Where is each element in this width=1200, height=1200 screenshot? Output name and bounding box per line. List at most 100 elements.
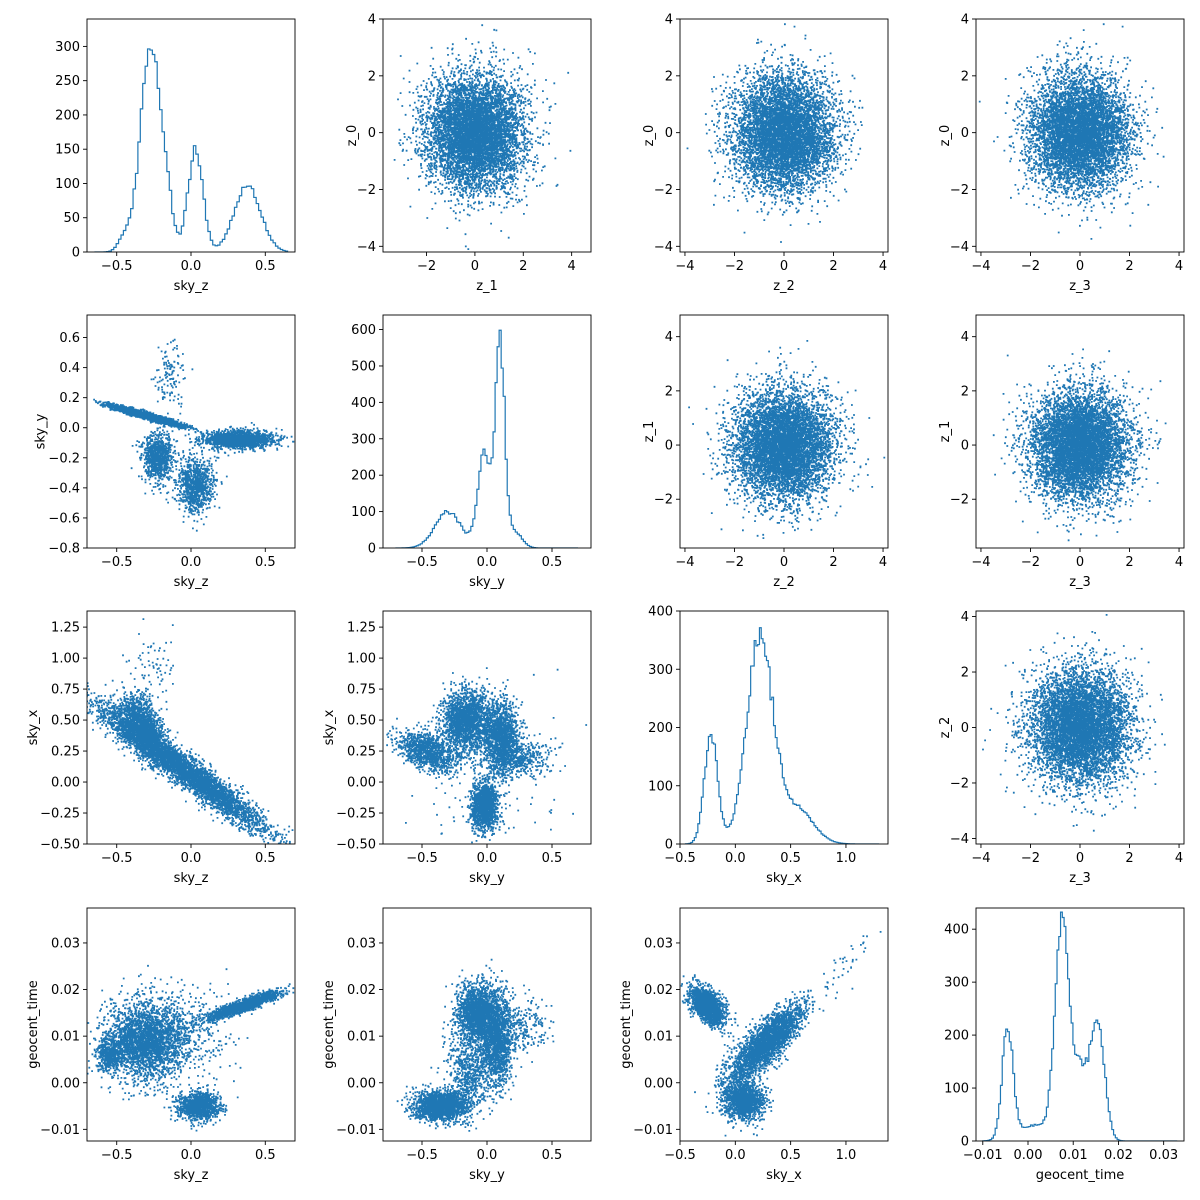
y-tick-label: −2 <box>950 776 969 791</box>
x-tick-label: −4 <box>675 555 694 570</box>
y-tick-label: −0.25 <box>336 807 376 822</box>
plot-area <box>686 23 864 243</box>
plot-area <box>982 614 1166 832</box>
x-tick-label: 0 <box>1076 259 1084 274</box>
plot-area <box>87 618 294 844</box>
histogram-step <box>94 48 289 252</box>
y-tick-label: 0.02 <box>644 983 673 998</box>
axes-frame <box>382 314 592 549</box>
plot-area <box>684 627 880 844</box>
y-tick-label: 0.03 <box>51 936 80 951</box>
y-tick-label: 4 <box>961 13 969 28</box>
y-tick-label: 0.03 <box>347 936 376 951</box>
plot-area <box>393 24 572 250</box>
x-tick-label: 0.5 <box>255 259 276 274</box>
subplot-p20: −0.5 0.0 0.5 −0.50 −0.25 0.00 0.25 0.50 0.75 1.00… <box>26 610 296 886</box>
x-tick-label: 2 <box>1125 259 1133 274</box>
plot-area <box>680 931 882 1137</box>
y-tick-label: 0.4 <box>59 361 80 376</box>
x-tick-label: −2 <box>725 555 744 570</box>
y-tick-label: −4 <box>950 240 969 255</box>
y-tick-label: 400 <box>648 605 673 620</box>
y-axis-label: z_2 <box>938 717 953 739</box>
y-axis-label: z_0 <box>938 125 953 147</box>
x-tick-label: −2 <box>417 259 436 274</box>
x-tick-label: 0.5 <box>255 555 276 570</box>
y-tick-label: 0 <box>961 721 969 736</box>
axes-frame <box>679 907 889 1142</box>
x-tick-label: 0 <box>1076 555 1084 570</box>
y-tick-label: 300 <box>648 663 673 678</box>
subplot-p21: −0.5 0.0 0.5 −0.50 −0.25 0.00 0.25 0.50 0.75 1.00… <box>322 610 592 886</box>
plot-area <box>94 48 289 252</box>
plot-area <box>93 338 295 532</box>
x-axis-label: sky_z <box>174 871 209 886</box>
plot-area <box>396 958 555 1132</box>
y-tick-label: 100 <box>351 505 376 520</box>
subplot-p01: −2 0 2 4 −4 −2 0 2 4 z_1 z_0 <box>345 13 592 294</box>
x-tick-label: −4 <box>971 555 990 570</box>
plot-area <box>688 340 886 539</box>
x-tick-label: 0.0 <box>477 1148 498 1163</box>
y-axis-label: z_0 <box>345 125 360 147</box>
scatter-points <box>87 618 294 844</box>
y-tick-label: 0.2 <box>59 391 80 406</box>
x-tick-label: 2 <box>519 259 527 274</box>
x-tick-label: 0.5 <box>542 1148 563 1163</box>
y-tick-label: 600 <box>351 323 376 338</box>
axes-frame <box>975 907 1185 1142</box>
x-tick-label: −0.5 <box>406 555 438 570</box>
x-axis-label: z_2 <box>773 575 795 590</box>
x-tick-label: 2 <box>829 259 837 274</box>
y-tick-label: 0.75 <box>51 683 80 698</box>
y-tick-label: 0 <box>665 838 673 853</box>
scatter-points <box>680 931 882 1137</box>
x-tick-label: −0.5 <box>406 851 438 866</box>
subplot-p12: −4 −2 0 2 4 −2 0 2 4 z_2 z_1 <box>642 314 889 590</box>
x-tick-label: 0.0 <box>477 555 498 570</box>
y-tick-label: 4 <box>665 13 673 28</box>
y-tick-label: −2 <box>654 493 673 508</box>
y-tick-label: 1.25 <box>51 621 80 636</box>
plot-area <box>383 667 588 844</box>
y-tick-label: 1.25 <box>347 621 376 636</box>
y-tick-label: −0.01 <box>40 1123 80 1138</box>
x-tick-label: −0.01 <box>963 1148 1003 1163</box>
x-axis-label: sky_z <box>174 575 209 590</box>
y-tick-label: −4 <box>950 832 969 847</box>
subplot-p11: −0.5 0.0 0.5 0 100 200 300 400 500 600 sky_y <box>351 314 592 590</box>
x-tick-label: −4 <box>675 259 694 274</box>
x-tick-label: 1.0 <box>836 851 857 866</box>
histogram-step <box>684 627 880 844</box>
y-tick-label: −2 <box>357 183 376 198</box>
scatter-points <box>978 23 1165 240</box>
y-tick-label: 0.00 <box>347 776 376 791</box>
x-tick-label: 0.5 <box>780 1148 801 1163</box>
y-tick-label: 0.00 <box>347 1076 376 1091</box>
y-tick-label: 4 <box>961 330 969 345</box>
plot-area <box>992 348 1167 542</box>
x-tick-label: 1.0 <box>836 1148 857 1163</box>
x-tick-label: 0.0 <box>181 555 202 570</box>
y-tick-label: 500 <box>351 359 376 374</box>
y-tick-label: −2 <box>950 493 969 508</box>
y-tick-label: −0.25 <box>40 807 80 822</box>
y-tick-label: −0.50 <box>40 838 80 853</box>
y-tick-label: 0 <box>665 439 673 454</box>
y-tick-label: 0.25 <box>347 745 376 760</box>
x-tick-label: 0.0 <box>181 1148 202 1163</box>
y-tick-label: 0 <box>961 439 969 454</box>
subplot-p30: −0.5 0.0 0.5 −0.01 0.00 0.01 0.02 0.03 sky_z geoc… <box>26 907 296 1183</box>
x-tick-label: −0.5 <box>101 1148 133 1163</box>
y-axis-label: z_1 <box>642 421 657 443</box>
x-tick-label: −2 <box>725 259 744 274</box>
x-axis-label: z_3 <box>1069 575 1091 590</box>
y-tick-label: 100 <box>648 779 673 794</box>
x-tick-label: 2 <box>829 555 837 570</box>
scatter-points <box>686 23 864 243</box>
x-tick-label: −0.5 <box>101 259 133 274</box>
x-axis-label: sky_x <box>766 871 802 886</box>
x-tick-label: 0.01 <box>1059 1148 1088 1163</box>
scatter-points <box>396 958 555 1132</box>
y-tick-label: 0.6 <box>59 331 80 346</box>
